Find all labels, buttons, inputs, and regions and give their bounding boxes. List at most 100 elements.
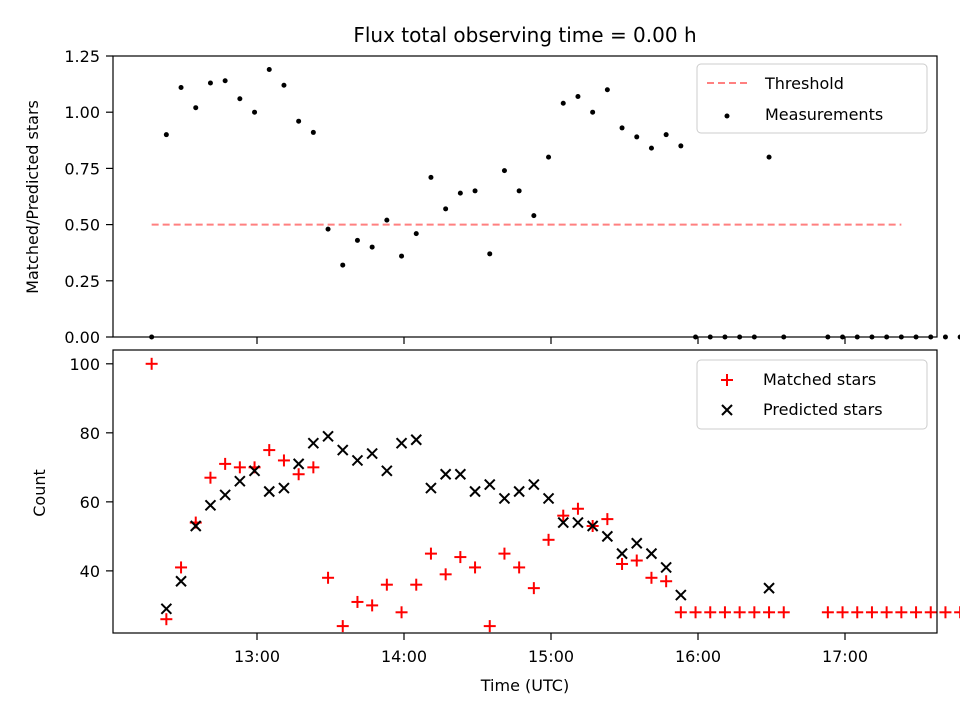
matched-star-point <box>410 578 423 591</box>
matched-star-point <box>454 551 467 564</box>
measurement-point <box>207 80 213 86</box>
matched-star-point <box>865 606 878 619</box>
ratio-y-tick-label: 0.50 <box>64 216 100 235</box>
predicted-star-point <box>292 458 305 470</box>
count-y-tick-label: 100 <box>69 355 100 374</box>
ratio-legend-box <box>696 63 928 134</box>
count-y-tick-label: 40 <box>80 562 100 581</box>
matched-star-point <box>336 620 349 633</box>
legend-label-measurements: Measurements <box>765 105 883 124</box>
measurement-point <box>957 334 960 340</box>
measurement-point <box>163 132 169 138</box>
measurement-point <box>384 217 390 223</box>
matched-star-point <box>219 457 232 470</box>
measurement-point <box>516 188 522 194</box>
predicted-star-point <box>528 478 540 491</box>
matched-star-point <box>542 533 555 546</box>
measurement-point <box>648 145 654 151</box>
predicted-stars-legend-swatch <box>721 404 733 416</box>
count-y-ticks: 40 60 80 100 <box>69 355 113 581</box>
predicted-star-point <box>572 516 584 529</box>
predicted-star-point <box>586 520 599 532</box>
measurement-point <box>443 206 449 212</box>
matched-star-point <box>601 513 614 526</box>
measurement-point <box>428 174 434 180</box>
matched-star-point <box>571 502 584 515</box>
predicted-star-point <box>675 589 687 601</box>
measurement-point <box>472 188 478 194</box>
predicted-star-point <box>381 465 393 477</box>
count-x-tick-label: 16:00 <box>675 647 721 666</box>
ratio-y-tick-label: 1.25 <box>64 47 100 66</box>
ratio-panel: Flux total observing time = 0.00 h Match… <box>23 23 960 347</box>
chart-title: Flux total observing time = 0.00 h <box>353 23 696 47</box>
count-x-axis-label: Time (UTC) <box>480 676 569 695</box>
ratio-y-tick-label: 0.75 <box>64 159 100 178</box>
matched-star-point <box>660 575 673 588</box>
matched-star-point <box>395 606 408 619</box>
measurements-legend-swatch <box>724 113 730 119</box>
measurement-point <box>325 226 331 232</box>
predicted-star-point <box>498 492 511 505</box>
measurement-point <box>237 96 243 102</box>
measurement-point <box>413 231 419 237</box>
measurement-point <box>281 82 287 88</box>
matched-star-point <box>160 613 173 626</box>
matched-star-point <box>483 620 496 633</box>
predicted-star-point <box>351 454 364 467</box>
measurement-point <box>560 100 566 106</box>
legend-label-threshold: Threshold <box>764 74 844 93</box>
predicted-star-point <box>454 468 467 480</box>
predicted-star-point <box>248 465 261 477</box>
predicted-star-point <box>616 547 628 560</box>
matched-star-point <box>763 606 776 619</box>
ratio-legend: Threshold Measurements <box>696 63 928 134</box>
predicted-star-point <box>425 482 437 494</box>
ratio-y-ticks: 0.00 0.25 0.50 0.75 1.00 1.25 <box>64 47 113 347</box>
measurement-point <box>296 118 302 124</box>
predicted-star-point <box>542 492 555 505</box>
predicted-star-point <box>190 520 202 532</box>
matched-star-point <box>895 606 908 619</box>
count-y-tick-label: 60 <box>80 493 100 512</box>
measurement-point <box>457 190 463 196</box>
predicted-star-point <box>557 516 569 529</box>
matched-star-point <box>777 606 790 619</box>
matched-star-point <box>616 557 629 570</box>
matched-star-point <box>718 606 731 619</box>
measurement-point <box>340 262 346 268</box>
measurement-point <box>575 93 581 99</box>
matched-star-point <box>557 509 570 522</box>
matched-star-point <box>821 606 834 619</box>
matched-star-point <box>380 578 393 591</box>
ratio-plot-area <box>149 66 960 340</box>
ratio-y-tick-label: 0.00 <box>64 328 100 347</box>
predicted-star-point <box>175 575 187 587</box>
matched-star-point <box>513 561 526 574</box>
matched-star-point <box>498 547 511 560</box>
matched-star-point <box>939 606 952 619</box>
legend-label-predicted-stars: Predicted stars <box>763 400 883 419</box>
predicted-star-point <box>366 447 378 460</box>
matched-star-point <box>322 571 335 584</box>
predicted-star-point <box>763 582 775 594</box>
measurement-point <box>193 105 199 111</box>
predicted-star-point <box>219 489 231 501</box>
matched-star-point <box>292 468 305 481</box>
count-plot-area <box>145 357 960 633</box>
measurement-point <box>501 168 507 174</box>
predicted-star-point <box>160 603 173 615</box>
predicted-star-point <box>513 485 525 498</box>
ratio-axes-frame <box>112 55 938 338</box>
count-y-tick-label: 80 <box>80 424 100 443</box>
matched-star-point <box>366 599 379 612</box>
count-legend-box <box>696 359 928 430</box>
measurement-point <box>619 125 625 131</box>
predicted-star-point <box>204 499 217 512</box>
matched-star-point <box>424 547 437 560</box>
matched-star-point <box>145 357 158 370</box>
matched-star-point <box>233 461 246 474</box>
measurement-point <box>266 66 272 72</box>
matched-star-point <box>204 471 217 484</box>
predicted-star-point <box>322 430 334 442</box>
